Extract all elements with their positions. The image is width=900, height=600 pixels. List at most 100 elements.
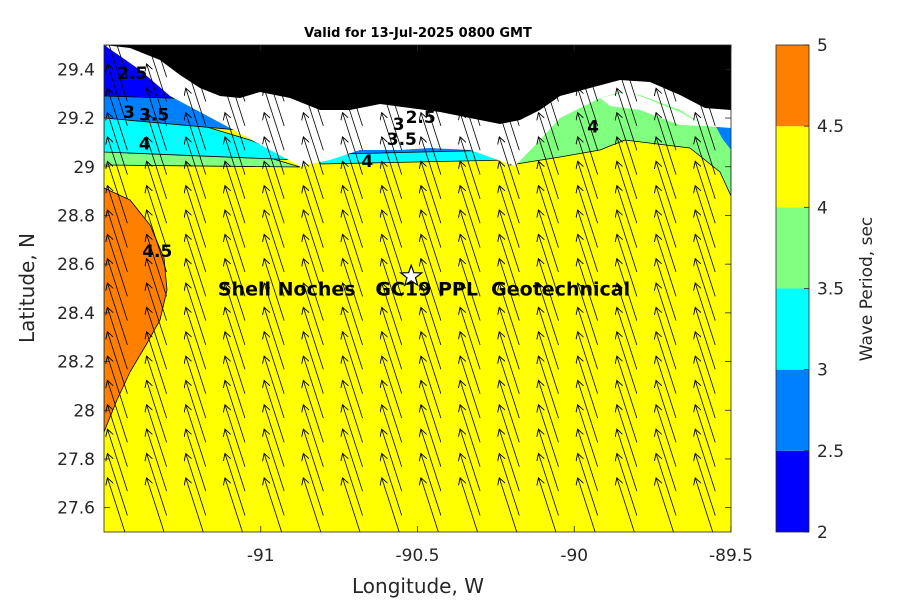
vector-arrow: [617, 380, 638, 443]
contour-label: 4: [361, 152, 373, 172]
vector-arrow: [382, 88, 403, 151]
vector-arrow: [382, 380, 403, 443]
vector-arrow: [186, 478, 204, 532]
vector-arrow: [695, 356, 716, 419]
vector-arrow: [303, 332, 324, 394]
vector-arrow: [617, 405, 638, 467]
vector-arrow: [695, 405, 716, 467]
vector-arrow: [656, 88, 677, 151]
vector-arrow: [147, 234, 167, 297]
vector-arrow: [147, 210, 167, 273]
vector-arrow: [303, 113, 324, 175]
vector-arrow: [225, 405, 246, 467]
vector-arrow: [460, 186, 481, 248]
vector-arrow: [147, 356, 167, 419]
vector-arrow: [147, 64, 167, 126]
vector-arrow: [303, 259, 324, 321]
y-tick-label: 28.8: [57, 206, 95, 226]
vector-arrow: [656, 259, 677, 321]
vector-arrow: [538, 307, 559, 370]
vector-arrow: [194, 45, 207, 78]
vector-arrow: [107, 161, 128, 224]
vector-arrow: [343, 332, 363, 394]
vector-arrow: [107, 45, 128, 102]
vector-arrow: [421, 478, 439, 532]
colorbar-label: Wave Period, sec: [857, 217, 877, 362]
vector-arrow: [351, 45, 363, 78]
vector-arrow: [225, 307, 246, 370]
vector-arrow: [460, 64, 481, 126]
vector-arrow: [343, 64, 363, 126]
vector-arrow: [665, 45, 677, 78]
vector-arrow: [499, 45, 520, 102]
plot-area: [104, 45, 731, 532]
vector-arrow: [617, 259, 638, 321]
vector-arrow: [343, 405, 363, 467]
vector-arrow: [264, 113, 285, 175]
vector-arrow: [460, 453, 481, 516]
vector-arrow: [617, 429, 638, 492]
vector-arrow: [107, 478, 126, 532]
vector-arrow: [147, 307, 167, 370]
chart-title: Valid for 13-Jul-2025 0800 GMT: [304, 26, 532, 41]
vector-arrow: [303, 283, 324, 346]
vector-arrow: [343, 453, 363, 516]
vector-arrow: [107, 332, 128, 394]
colorbar: 2 2.5 3 3.5 4 4.5 5: [775, 36, 844, 543]
vector-arrow: [186, 380, 207, 443]
vector-arrow: [225, 478, 243, 532]
vector-arrow: [460, 210, 481, 273]
vector-arrow: [656, 186, 677, 248]
vector-arrow: [538, 478, 557, 532]
vector-arrow: [538, 283, 559, 346]
contour-labels: 2.53 3.544.52.533.544: [117, 64, 599, 262]
contour-label: 3: [393, 115, 405, 135]
vector-arrow: [578, 113, 599, 175]
vector-arrow: [107, 380, 128, 443]
vector-arrow: [147, 137, 167, 200]
vector-arrow: [538, 161, 559, 224]
vector-arrow: [460, 161, 481, 224]
vector-arrow: [264, 380, 285, 443]
vector-arrow: [421, 356, 442, 419]
vector-arrow: [656, 161, 677, 224]
vector-arrow: [538, 453, 559, 516]
colorbar-tick-label: 4: [817, 198, 828, 218]
vector-arrow: [343, 161, 363, 224]
vector-arrow: [107, 137, 128, 200]
vector-arrow: [460, 307, 481, 370]
vector-arrow: [225, 88, 246, 151]
x-tick-label: -90.5: [396, 546, 440, 566]
vector-arrow: [499, 186, 520, 248]
y-tick-label: 29.2: [57, 109, 95, 129]
vector-arrow: [421, 380, 442, 443]
vector-arrow: [382, 259, 403, 321]
vector-arrow: [421, 234, 442, 297]
vector-arrow: [578, 234, 599, 297]
vector-arrow: [538, 356, 559, 419]
vector-arrow: [499, 307, 520, 370]
vector-arrow: [421, 88, 442, 151]
vector-arrow: [303, 161, 324, 224]
y-tick-label: 29.4: [57, 60, 95, 80]
vector-arrow: [382, 332, 403, 394]
vector-arrow: [695, 113, 716, 175]
vector-arrow: [695, 429, 716, 492]
vector-arrow: [107, 186, 128, 248]
vector-arrow: [343, 88, 363, 151]
vector-arrow: [460, 405, 481, 467]
vector-arrow: [695, 45, 716, 102]
vector-arrow: [343, 283, 363, 346]
vector-arrow: [382, 453, 403, 516]
vector-arrow: [343, 45, 363, 102]
vector-arrow: [656, 210, 677, 273]
vector-arrow: [147, 405, 167, 467]
land-mask-black: [104, 45, 731, 124]
vector-arrow: [695, 478, 714, 532]
vector-arrow: [186, 161, 207, 224]
vector-arrow: [499, 405, 520, 467]
vector-arrow: [303, 234, 324, 297]
vector-arrow: [186, 234, 207, 297]
vector-arrow: [225, 64, 246, 126]
vector-arrow: [421, 137, 442, 200]
